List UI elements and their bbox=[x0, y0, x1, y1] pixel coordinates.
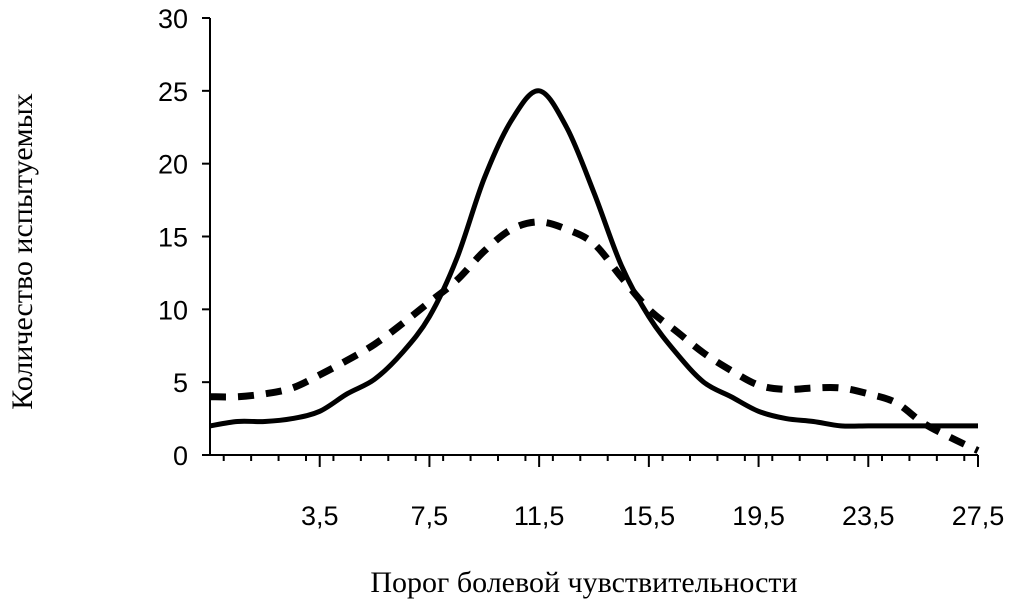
x-tick-label: 15,5 bbox=[623, 501, 676, 531]
y-tick-label: 0 bbox=[173, 441, 188, 471]
y-tick-label: 20 bbox=[158, 150, 188, 180]
x-tick-label: 7,5 bbox=[411, 501, 449, 531]
y-tick-label: 5 bbox=[173, 368, 188, 398]
x-axis-title: Порог болевой чувствительности bbox=[370, 566, 797, 599]
series-line-dashed bbox=[209, 218, 980, 454]
series-layer bbox=[209, 88, 980, 454]
y-tick-label: 30 bbox=[158, 4, 188, 34]
y-axis-title: Количество испытуемых bbox=[6, 93, 39, 410]
x-ticks: 3,5 7,5 11,5 15,5 19,5 23,5 27,5 bbox=[222, 455, 1005, 531]
x-tick-label: 27,5 bbox=[952, 501, 1005, 531]
y-tick-label: 25 bbox=[158, 77, 188, 107]
x-tick-label: 11,5 bbox=[514, 501, 565, 531]
y-tick-label: 10 bbox=[158, 295, 188, 325]
x-tick-label: 3,5 bbox=[301, 501, 339, 531]
x-tick-label: 23,5 bbox=[842, 501, 895, 531]
x-tick-label: 19,5 bbox=[732, 501, 785, 531]
y-tick-label: 15 bbox=[158, 223, 188, 253]
series-line-solid bbox=[209, 88, 978, 429]
y-ticks: 0 5 10 15 20 25 30 bbox=[158, 4, 210, 471]
